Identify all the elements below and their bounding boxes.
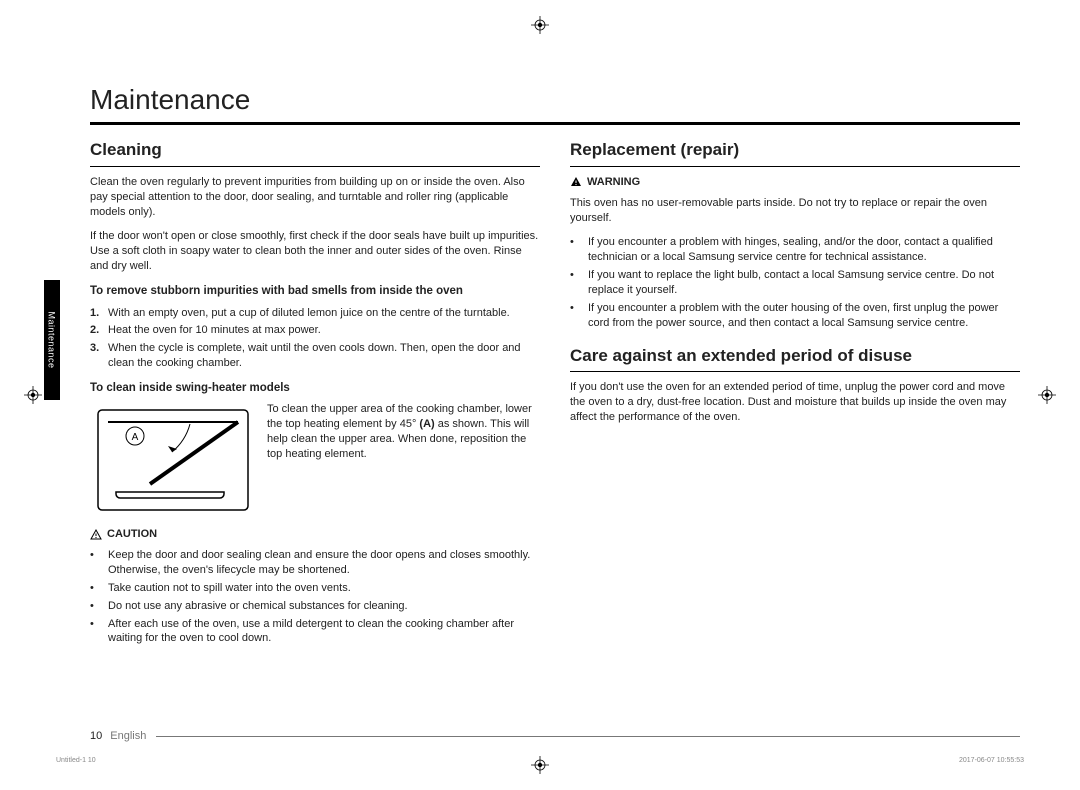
- cleaning-heading: Cleaning: [90, 139, 540, 162]
- caution-text: After each use of the oven, use a mild d…: [108, 617, 540, 647]
- bullet-icon: •: [570, 268, 588, 298]
- replacement-heading: Replacement (repair): [570, 139, 1020, 162]
- caution-text: Do not use any abrasive or chemical subs…: [108, 599, 408, 614]
- warning-icon: [90, 529, 102, 541]
- list-item: 3.When the cycle is complete, wait until…: [90, 341, 540, 371]
- bullet-icon: •: [90, 617, 108, 647]
- caution-text: Keep the door and door sealing clean and…: [108, 548, 540, 578]
- list-item: •Do not use any abrasive or chemical sub…: [90, 599, 540, 614]
- warning-label: WARNING: [587, 175, 640, 190]
- list-item: •Keep the door and door sealing clean an…: [90, 548, 540, 578]
- warning-intro: This oven has no user-removable parts in…: [570, 196, 1020, 226]
- manual-page: Maintenance Maintenance Cleaning Clean t…: [0, 0, 1080, 790]
- bullet-icon: •: [90, 581, 108, 596]
- swing-text: To clean the upper area of the cooking c…: [267, 402, 540, 461]
- caution-note: CAUTION: [90, 527, 540, 542]
- bullet-icon: •: [90, 548, 108, 578]
- page-title: Maintenance: [90, 84, 1020, 116]
- list-item: •If you want to replace the light bulb, …: [570, 268, 1020, 298]
- footer-language: English: [110, 730, 146, 742]
- swing-heading: To clean inside swing-heater models: [90, 381, 540, 397]
- registration-mark-icon: [24, 386, 42, 404]
- step-number: 2.: [90, 323, 108, 338]
- care-text: If you don't use the oven for an extende…: [570, 380, 1020, 425]
- footer-rule: [156, 736, 1020, 737]
- warning-icon: [570, 176, 582, 188]
- content-columns: Cleaning Clean the oven regularly to pre…: [90, 139, 1020, 656]
- stubborn-heading: To remove stubborn impurities with bad s…: [90, 284, 540, 300]
- section-rule: [570, 166, 1020, 167]
- warning-text: If you encounter a problem with the oute…: [588, 301, 1020, 331]
- side-tab: Maintenance: [44, 280, 60, 400]
- step-number: 3.: [90, 341, 108, 371]
- list-item: •If you encounter a problem with hinges,…: [570, 235, 1020, 265]
- bullet-icon: •: [570, 235, 588, 265]
- warning-list: •If you encounter a problem with hinges,…: [570, 235, 1020, 330]
- print-meta-left: Untitled-1 10: [56, 757, 96, 764]
- step-text: When the cycle is complete, wait until t…: [108, 341, 540, 371]
- swing-heater-diagram: A: [90, 402, 255, 517]
- diagram-label: A: [132, 432, 139, 443]
- page-number: 10: [90, 730, 102, 742]
- caution-list: •Keep the door and door sealing clean an…: [90, 548, 540, 646]
- list-item: •Take caution not to spill water into th…: [90, 581, 540, 596]
- step-text: With an empty oven, put a cup of diluted…: [108, 306, 510, 321]
- page-footer: 10 English: [90, 730, 1020, 742]
- warning-text: If you want to replace the light bulb, c…: [588, 268, 1020, 298]
- bullet-icon: •: [570, 301, 588, 331]
- stubborn-steps: 1.With an empty oven, put a cup of dilut…: [90, 306, 540, 371]
- title-rule: [90, 122, 1020, 125]
- list-item: •After each use of the oven, use a mild …: [90, 617, 540, 647]
- side-tab-label: Maintenance: [47, 311, 57, 368]
- list-item: 2.Heat the oven for 10 minutes at max po…: [90, 323, 540, 338]
- care-heading: Care against an extended period of disus…: [570, 345, 1020, 368]
- section-rule: [570, 371, 1020, 372]
- step-number: 1.: [90, 306, 108, 321]
- cleaning-intro2: If the door won't open or close smoothly…: [90, 229, 540, 274]
- warning-text: If you encounter a problem with hinges, …: [588, 235, 1020, 265]
- section-rule: [90, 166, 540, 167]
- step-text: Heat the oven for 10 minutes at max powe…: [108, 323, 321, 338]
- swing-row: A To clean the upper area of the cooking…: [90, 402, 540, 517]
- warning-note: WARNING: [570, 175, 1020, 190]
- list-item: •If you encounter a problem with the out…: [570, 301, 1020, 331]
- caution-text: Take caution not to spill water into the…: [108, 581, 351, 596]
- list-item: 1.With an empty oven, put a cup of dilut…: [90, 306, 540, 321]
- cleaning-intro: Clean the oven regularly to prevent impu…: [90, 175, 540, 220]
- registration-mark-icon: [1038, 386, 1056, 404]
- left-column: Cleaning Clean the oven regularly to pre…: [90, 139, 540, 656]
- right-column: Replacement (repair) WARNING This oven h…: [570, 139, 1020, 656]
- print-meta-right: 2017-06-07 10:55:53: [959, 757, 1024, 764]
- caution-label: CAUTION: [107, 527, 157, 542]
- registration-mark-icon: [531, 756, 549, 774]
- bullet-icon: •: [90, 599, 108, 614]
- registration-mark-icon: [531, 16, 549, 34]
